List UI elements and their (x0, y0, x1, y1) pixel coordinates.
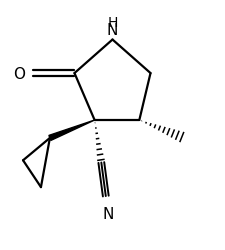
Polygon shape (49, 120, 94, 141)
Text: N: N (107, 23, 118, 38)
Text: H: H (107, 16, 118, 30)
Text: N: N (102, 206, 114, 221)
Text: O: O (13, 66, 25, 81)
